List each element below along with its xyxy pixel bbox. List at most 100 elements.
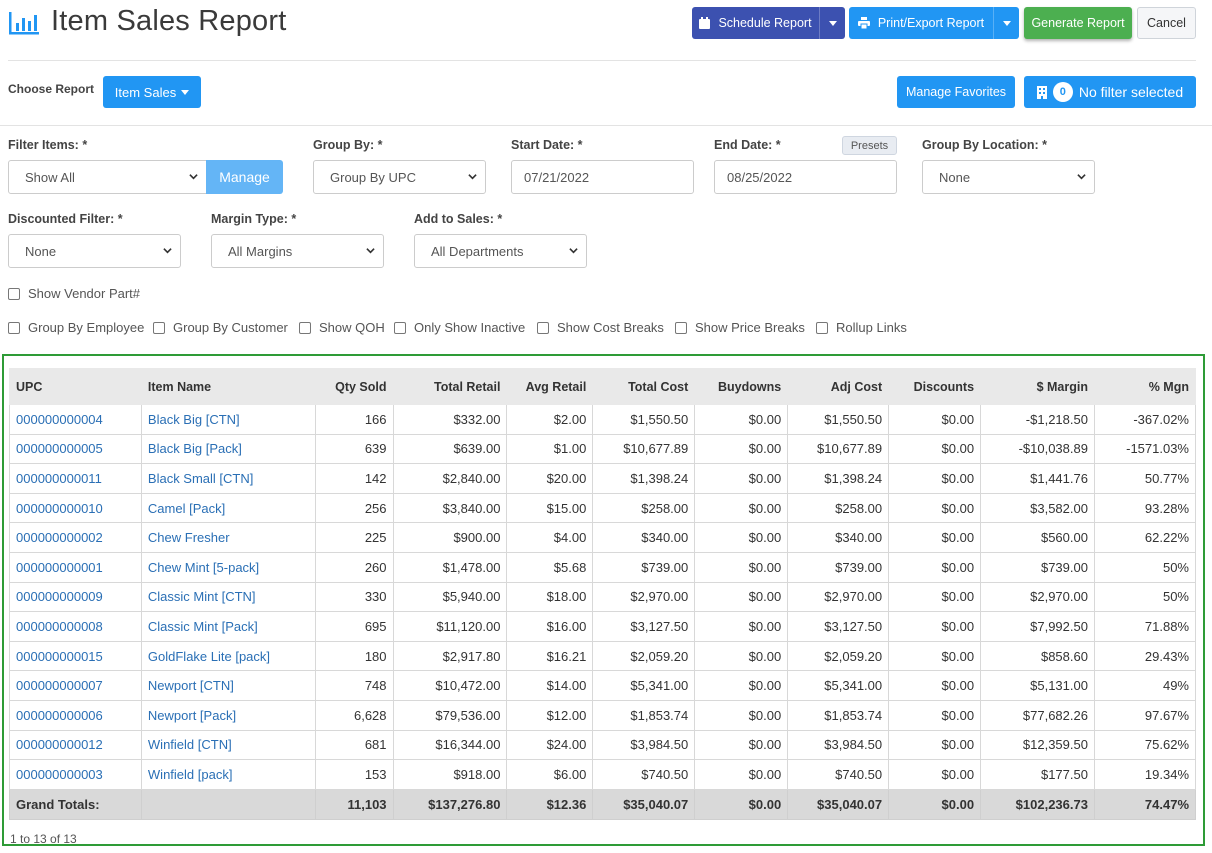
chevron-down-icon [1002, 20, 1011, 26]
manage-button[interactable]: Manage [206, 160, 283, 194]
table-cell: $1,398.24 [592, 463, 696, 494]
discounted-filter-select[interactable]: None [8, 234, 181, 268]
end-date-input[interactable]: 08/25/2022 [714, 160, 897, 194]
upc-link[interactable]: 000000000011 [16, 470, 102, 486]
print-export-dropdown[interactable] [993, 7, 1019, 39]
upc-link[interactable]: 000000000009 [16, 589, 103, 605]
report-type-dropdown[interactable]: Item Sales [103, 76, 201, 108]
table-cell: $14.00 [506, 670, 594, 701]
table-cell: $10,472.00 [392, 670, 508, 701]
table-cell: Chew Mint [5-pack] [140, 551, 316, 583]
checkbox-box[interactable] [537, 321, 549, 334]
table-cell: Chew Fresher [140, 522, 316, 553]
group-by-select[interactable]: Group By UPC [313, 160, 486, 194]
upc-link[interactable]: 000000000007 [16, 678, 103, 694]
table-cell: $2,970.00 [787, 581, 890, 613]
end-date-label: End Date: * [714, 138, 781, 152]
grand-totals-row: Grand Totals: 11,103 $137,276.80 $12.36 $35,… [9, 788, 1197, 820]
table-cell: $1.00 [506, 433, 594, 465]
item-name-link[interactable]: Classic Mint [CTN] [147, 589, 256, 605]
filter-selector-button[interactable]: 0 No filter selected [1024, 76, 1196, 108]
start-date-label: Start Date: * [511, 138, 583, 152]
schedule-report-dropdown[interactable] [819, 7, 845, 39]
checkbox-label: Group By Customer [173, 320, 288, 335]
upc-link[interactable]: 000000000003 [16, 766, 103, 782]
show-cost-breaks-checkbox[interactable]: Show Cost Breaks [537, 320, 664, 335]
rollup-links-checkbox[interactable]: Rollup Links [816, 320, 907, 335]
print-export-main[interactable]: Print/Export Report [849, 7, 993, 39]
table-cell: $900.00 [392, 522, 508, 553]
margin-type-select[interactable]: All Margins [211, 234, 384, 268]
column-header[interactable]: Avg Retail [506, 368, 594, 405]
item-name-link[interactable]: Black Small [CTN] [147, 470, 254, 486]
add-to-sales-select[interactable]: All Departments [414, 234, 587, 268]
group-by-location-select[interactable]: None [922, 160, 1095, 194]
upc-link[interactable]: 000000000005 [16, 441, 103, 457]
schedule-report-button[interactable]: Schedule Report [692, 7, 845, 39]
table-cell: $1,550.50 [592, 404, 696, 435]
item-name-link[interactable]: Winfield [CTN] [147, 737, 232, 753]
table-cell: 000000000003 [9, 759, 142, 790]
show-vendor-part-checkbox[interactable]: Show Vendor Part# [8, 286, 140, 301]
group-by-location-label: Group By Location: * [922, 138, 1047, 152]
schedule-report-main[interactable]: Schedule Report [692, 7, 819, 39]
table-cell: $1,853.74 [787, 699, 890, 731]
checkbox-box[interactable] [394, 321, 406, 334]
manage-favorites-button[interactable]: Manage Favorites [897, 76, 1015, 108]
checkbox-label: Show Cost Breaks [557, 320, 664, 335]
column-header[interactable]: Total Retail [392, 368, 508, 405]
column-header[interactable]: Total Cost [592, 368, 696, 405]
show-price-breaks-checkbox[interactable]: Show Price Breaks [675, 320, 805, 335]
only-show-inactive-checkbox[interactable]: Only Show Inactive [394, 320, 525, 335]
item-name-link[interactable]: Camel [Pack] [147, 500, 226, 516]
column-header[interactable]: UPC [9, 368, 142, 405]
group-by-customer-checkbox[interactable]: Group By Customer [153, 320, 288, 335]
cancel-button[interactable]: Cancel [1137, 7, 1196, 39]
upc-link[interactable]: 000000000001 [16, 559, 103, 575]
filter-items-select[interactable]: Show All [8, 160, 207, 194]
item-name-link[interactable]: Black Big [Pack] [147, 441, 242, 457]
column-header[interactable]: Adj Cost [787, 368, 890, 405]
checkbox-box[interactable] [816, 321, 828, 334]
column-header[interactable]: Item Name [140, 368, 316, 405]
show-qoh-checkbox[interactable]: Show QOH [299, 320, 385, 335]
table-cell: $2,840.00 [392, 463, 508, 494]
upc-link[interactable]: 000000000012 [16, 737, 103, 753]
column-header[interactable]: Qty Sold [314, 368, 394, 405]
checkbox-box[interactable] [299, 321, 311, 334]
checkbox-box[interactable] [8, 287, 20, 300]
print-export-button[interactable]: Print/Export Report [849, 7, 1019, 39]
column-header[interactable]: $ Margin [980, 368, 1095, 405]
upc-link[interactable]: 000000000008 [16, 618, 103, 634]
upc-link[interactable]: 000000000006 [16, 707, 103, 723]
item-name-link[interactable]: Newport [Pack] [147, 707, 237, 723]
chevron-down-icon [366, 248, 375, 254]
table-cell: 75.62% [1093, 729, 1197, 761]
column-header[interactable]: Discounts [888, 368, 982, 405]
item-name-link[interactable]: Classic Mint [Pack] [147, 618, 258, 634]
upc-link[interactable]: 000000000002 [16, 530, 103, 546]
table-cell: -1571.03% [1093, 433, 1197, 465]
item-name-link[interactable]: GoldFlake Lite [pack] [147, 648, 271, 664]
table-cell: 695 [314, 611, 394, 642]
item-name-link[interactable]: Chew Mint [5-pack] [147, 559, 260, 575]
start-date-input[interactable]: 07/21/2022 [511, 160, 694, 194]
item-name-link[interactable]: Chew Fresher [147, 530, 230, 546]
generate-report-button[interactable]: Generate Report [1024, 7, 1132, 39]
item-name-link[interactable]: Newport [CTN] [147, 678, 234, 694]
upc-link[interactable]: 000000000015 [16, 648, 103, 664]
checkbox-box[interactable] [675, 321, 687, 334]
checkbox-box[interactable] [8, 321, 20, 334]
presets-button[interactable]: Presets [842, 136, 897, 155]
table-row: 000000000011 Black Small [CTN] 142 $2,840.0… [9, 463, 1197, 494]
upc-link[interactable]: 000000000004 [16, 411, 103, 427]
upc-link[interactable]: 000000000010 [16, 500, 103, 516]
add-to-sales-value: All Departments [431, 243, 524, 259]
table-cell: 000000000006 [9, 699, 142, 731]
item-name-link[interactable]: Winfield [pack] [147, 766, 233, 782]
checkbox-box[interactable] [153, 321, 165, 334]
column-header[interactable]: % Mgn [1093, 368, 1197, 405]
group-by-employee-checkbox[interactable]: Group By Employee [8, 320, 144, 335]
item-name-link[interactable]: Black Big [CTN] [147, 411, 240, 427]
column-header[interactable]: Buydowns [694, 368, 789, 405]
